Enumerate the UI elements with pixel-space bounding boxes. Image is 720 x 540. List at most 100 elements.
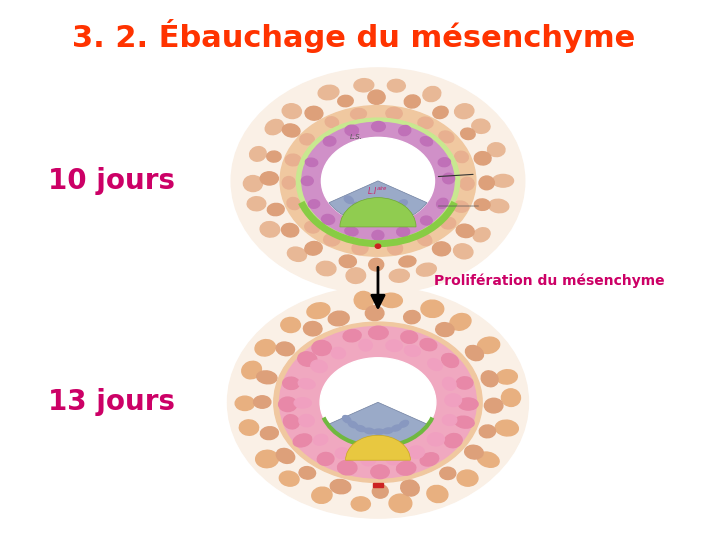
Ellipse shape	[283, 377, 300, 389]
Ellipse shape	[372, 231, 384, 240]
Ellipse shape	[305, 241, 322, 255]
Circle shape	[228, 286, 528, 518]
Circle shape	[321, 137, 434, 225]
Text: 3. 2. Ébauchage du mésenchyme: 3. 2. Ébauchage du mésenchyme	[72, 19, 635, 53]
Circle shape	[279, 327, 477, 478]
Ellipse shape	[397, 200, 408, 207]
Ellipse shape	[348, 421, 357, 428]
Ellipse shape	[301, 176, 313, 186]
Ellipse shape	[261, 427, 279, 440]
Ellipse shape	[387, 79, 405, 92]
Ellipse shape	[433, 242, 451, 256]
Ellipse shape	[386, 107, 402, 119]
Ellipse shape	[420, 453, 438, 466]
Ellipse shape	[438, 158, 451, 167]
Ellipse shape	[387, 205, 397, 211]
Ellipse shape	[375, 207, 386, 213]
Ellipse shape	[281, 318, 300, 333]
Ellipse shape	[308, 200, 320, 208]
Text: 13 jours: 13 jours	[48, 388, 175, 416]
Ellipse shape	[250, 147, 266, 161]
Ellipse shape	[465, 346, 483, 361]
Wedge shape	[328, 402, 428, 447]
Ellipse shape	[464, 446, 483, 459]
Ellipse shape	[352, 242, 368, 254]
Ellipse shape	[359, 339, 372, 351]
Ellipse shape	[328, 311, 349, 326]
Ellipse shape	[420, 137, 433, 146]
Ellipse shape	[338, 95, 354, 107]
Ellipse shape	[428, 433, 444, 446]
Ellipse shape	[400, 421, 408, 427]
Ellipse shape	[450, 314, 471, 330]
Ellipse shape	[485, 399, 503, 413]
Ellipse shape	[253, 396, 271, 408]
Text: L.I$^{aire}$: L.I$^{aire}$	[367, 185, 389, 197]
Ellipse shape	[300, 134, 314, 145]
Ellipse shape	[242, 361, 261, 379]
Ellipse shape	[390, 269, 410, 282]
Circle shape	[231, 68, 525, 294]
Ellipse shape	[501, 389, 521, 407]
Ellipse shape	[305, 221, 320, 233]
Ellipse shape	[339, 255, 356, 268]
Ellipse shape	[285, 154, 301, 166]
Ellipse shape	[372, 122, 385, 132]
Ellipse shape	[460, 177, 474, 190]
Ellipse shape	[497, 370, 518, 384]
Ellipse shape	[416, 263, 436, 276]
Ellipse shape	[343, 329, 361, 342]
Ellipse shape	[420, 216, 432, 225]
Ellipse shape	[282, 224, 299, 237]
Ellipse shape	[401, 480, 419, 496]
Circle shape	[280, 105, 476, 256]
Ellipse shape	[441, 218, 456, 229]
Ellipse shape	[404, 310, 420, 324]
Text: L.S.: L.S.	[350, 134, 363, 140]
Ellipse shape	[265, 119, 284, 134]
Ellipse shape	[481, 371, 498, 387]
Ellipse shape	[401, 331, 418, 343]
Ellipse shape	[351, 109, 366, 119]
Ellipse shape	[243, 176, 263, 192]
Ellipse shape	[420, 339, 437, 350]
Ellipse shape	[323, 137, 336, 146]
Ellipse shape	[372, 484, 388, 498]
Ellipse shape	[324, 233, 340, 246]
Ellipse shape	[380, 293, 402, 307]
Ellipse shape	[313, 434, 328, 445]
Ellipse shape	[404, 95, 420, 108]
Ellipse shape	[418, 233, 432, 246]
Ellipse shape	[287, 247, 307, 261]
Ellipse shape	[279, 397, 297, 411]
Ellipse shape	[399, 256, 416, 267]
Ellipse shape	[356, 426, 366, 431]
Ellipse shape	[473, 228, 490, 242]
Ellipse shape	[354, 79, 374, 92]
Ellipse shape	[364, 428, 374, 434]
Bar	[374, 483, 382, 487]
Ellipse shape	[441, 354, 459, 367]
Ellipse shape	[397, 462, 416, 475]
Ellipse shape	[298, 379, 315, 389]
Ellipse shape	[472, 119, 490, 133]
Ellipse shape	[364, 206, 374, 212]
Ellipse shape	[492, 174, 513, 187]
Ellipse shape	[305, 158, 318, 166]
Ellipse shape	[235, 396, 255, 410]
Ellipse shape	[354, 292, 374, 309]
Ellipse shape	[276, 448, 294, 463]
Ellipse shape	[282, 124, 300, 137]
Ellipse shape	[456, 377, 473, 389]
Ellipse shape	[353, 202, 363, 209]
Text: 10 jours: 10 jours	[48, 167, 175, 195]
Ellipse shape	[436, 322, 454, 336]
Ellipse shape	[383, 428, 393, 434]
Ellipse shape	[433, 106, 448, 119]
Ellipse shape	[305, 106, 323, 120]
Ellipse shape	[256, 450, 279, 468]
Ellipse shape	[386, 454, 400, 465]
Ellipse shape	[257, 371, 277, 384]
Ellipse shape	[443, 377, 456, 390]
Ellipse shape	[279, 471, 299, 486]
